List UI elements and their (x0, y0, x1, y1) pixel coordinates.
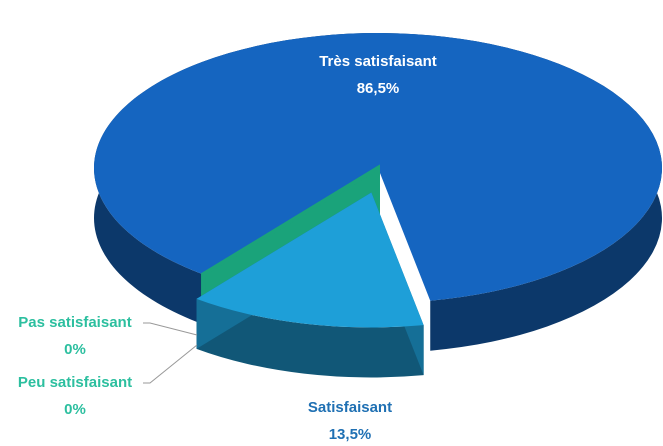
data-label-value: 13,5% (329, 426, 372, 443)
slice-face (196, 298, 424, 378)
pie-slice (196, 192, 424, 378)
data-label-name: Satisfaisant (308, 399, 392, 416)
data-label-name: Très satisfaisant (319, 53, 437, 70)
leader-line (143, 322, 198, 336)
data-label-name: Pas satisfaisant (18, 314, 131, 331)
leader-line (143, 344, 198, 384)
data-label-name: Peu satisfaisant (18, 374, 132, 391)
data-label-value: 86,5% (357, 80, 400, 97)
slice-face (196, 192, 424, 328)
data-label-value: 0% (64, 341, 86, 358)
data-label-value: 0% (64, 401, 86, 418)
